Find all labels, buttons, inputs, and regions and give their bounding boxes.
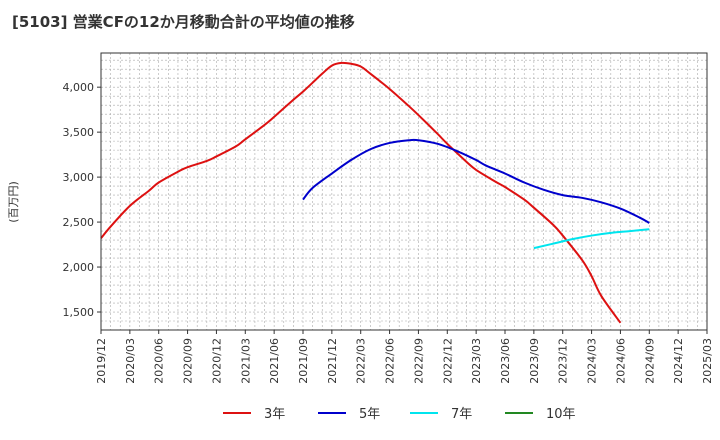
y-tick-label: 1,500 bbox=[63, 306, 95, 319]
x-tick-label: 2020/09 bbox=[182, 338, 195, 384]
legend-label-3: 7年 bbox=[451, 407, 472, 422]
series-line-1 bbox=[100, 61, 622, 324]
x-tick-label: 2021/03 bbox=[239, 338, 252, 384]
x-tick-label: 2020/03 bbox=[124, 338, 137, 384]
x-tick-label: 2025/03 bbox=[701, 338, 714, 384]
y-tick-label: 2,500 bbox=[63, 216, 95, 229]
y-tick-labels: 1,500 2,000 2,500 3,000 3,500 4,000 bbox=[63, 81, 101, 319]
x-tick-label: 2024/09 bbox=[643, 338, 656, 384]
series-line-3 bbox=[533, 228, 650, 250]
x-tick-label: 2020/12 bbox=[210, 338, 223, 384]
x-tick-label: 2021/12 bbox=[326, 338, 339, 384]
x-tick-labels: 2019/12 2020/03 2020/06 2020/09 2020/12 2021/… bbox=[95, 330, 714, 384]
grid-lines bbox=[100, 53, 708, 330]
x-tick-label: 2021/09 bbox=[297, 338, 310, 384]
x-tick-label: 2024/12 bbox=[672, 338, 685, 384]
x-tick-label: 2022/03 bbox=[355, 338, 368, 384]
legend: 3年 5年 7年 10年 bbox=[223, 407, 576, 422]
y-axis-label: (百万円) bbox=[7, 181, 20, 223]
series-line-2 bbox=[302, 138, 650, 224]
x-tick-label: 2020/06 bbox=[153, 338, 166, 384]
x-tick-label: 2024/03 bbox=[586, 338, 599, 384]
x-tick-label: 2021/06 bbox=[268, 338, 281, 384]
x-tick-label: 2024/06 bbox=[614, 338, 627, 384]
plot-border bbox=[100, 52, 708, 331]
y-tick-label: 3,000 bbox=[63, 171, 95, 184]
x-tick-label: 2019/12 bbox=[95, 338, 108, 384]
legend-label-1: 3年 bbox=[264, 407, 285, 422]
chart-title: [5103] 営業CFの12か月移動合計の平均値の推移 bbox=[12, 13, 355, 31]
x-tick-label: 2022/12 bbox=[441, 338, 454, 384]
x-tick-label: 2023/06 bbox=[499, 338, 512, 384]
x-tick-label: 2023/12 bbox=[557, 338, 570, 384]
y-tick-label: 2,000 bbox=[63, 261, 95, 274]
x-tick-label: 2023/03 bbox=[470, 338, 483, 384]
y-tick-label: 4,000 bbox=[63, 81, 95, 94]
plot-area bbox=[101, 53, 707, 330]
x-tick-label: 2023/09 bbox=[528, 338, 541, 384]
legend-label-4: 10年 bbox=[546, 407, 576, 422]
x-tick-label: 2022/06 bbox=[384, 338, 397, 384]
legend-label-2: 5年 bbox=[359, 407, 380, 422]
x-tick-label: 2022/09 bbox=[412, 338, 425, 384]
y-tick-label: 3,500 bbox=[63, 126, 95, 139]
series-layer bbox=[100, 61, 650, 324]
